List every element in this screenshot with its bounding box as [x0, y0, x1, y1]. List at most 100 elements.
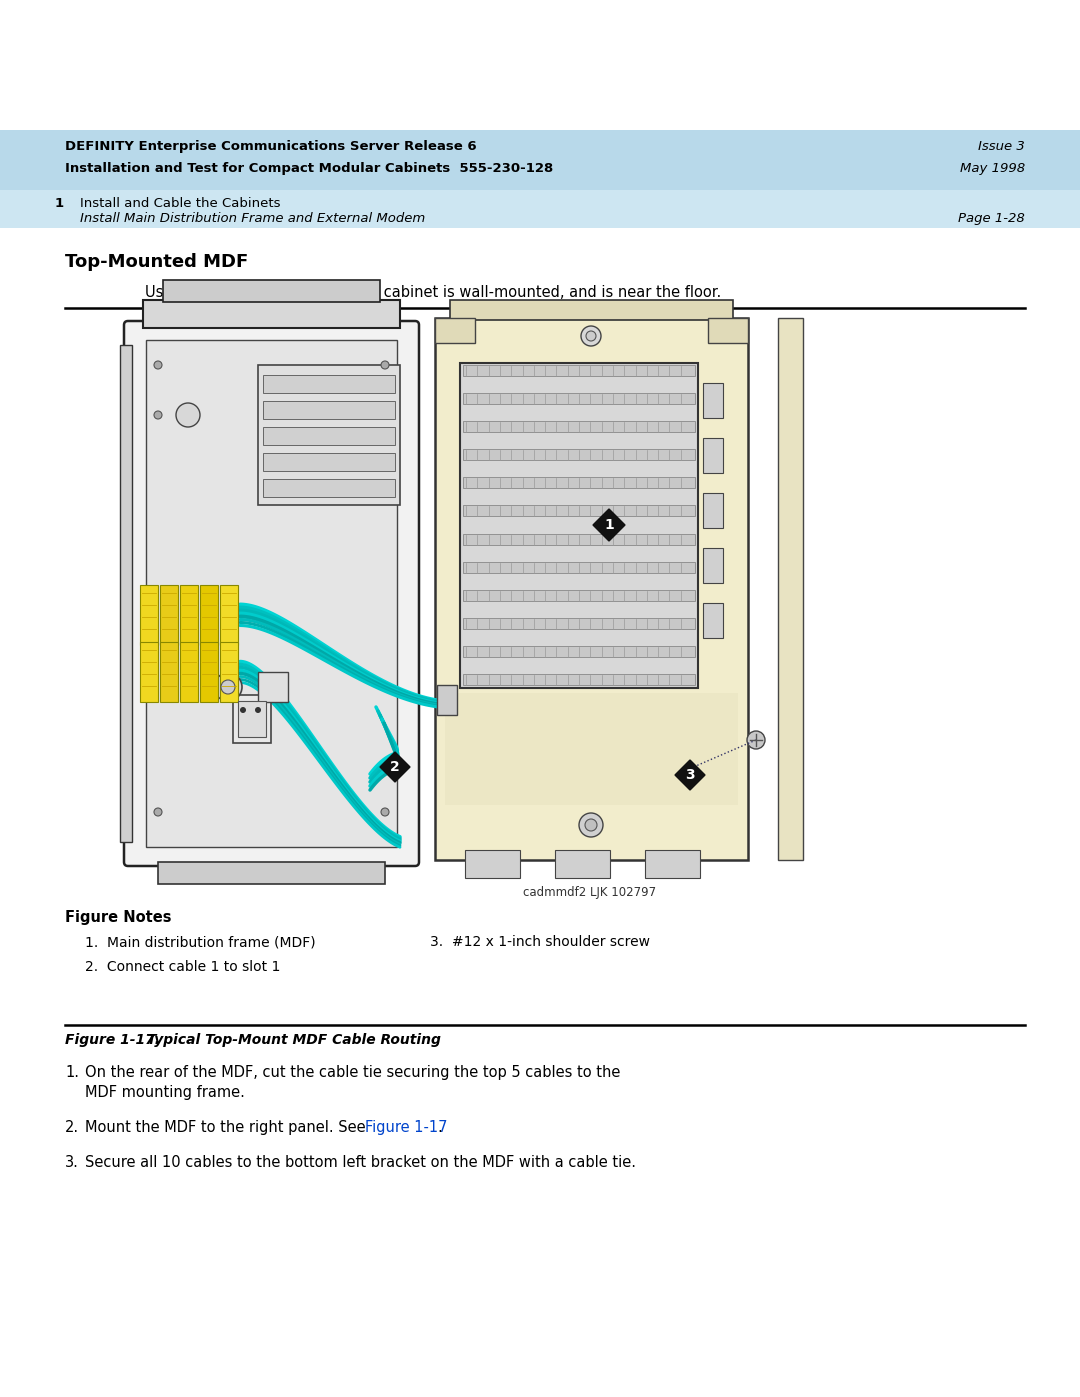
Text: Mount the MDF to the right panel. See: Mount the MDF to the right panel. See [85, 1120, 370, 1134]
Circle shape [747, 731, 765, 749]
Bar [180, 585, 198, 645]
Text: 3.: 3. [65, 1155, 79, 1171]
Bar [703, 548, 723, 583]
Circle shape [585, 819, 597, 831]
Text: DEFINITY Enterprise Communications Server Release 6: DEFINITY Enterprise Communications Serve… [65, 140, 476, 154]
Text: Figure Notes: Figure Notes [65, 909, 172, 925]
Bar [463, 393, 696, 404]
Bar [645, 849, 700, 877]
Bar [264, 427, 395, 446]
Bar [463, 590, 696, 601]
Text: cadmmdf2 LJK 102797: cadmmdf2 LJK 102797 [524, 886, 657, 900]
Text: Install and Cable the Cabinets: Install and Cable the Cabinets [80, 197, 281, 210]
Bar [163, 279, 380, 302]
Text: 1: 1 [55, 197, 64, 210]
Polygon shape [593, 509, 625, 541]
Bar [463, 420, 696, 432]
Bar [140, 585, 158, 645]
Circle shape [579, 813, 603, 837]
Bar [0, 190, 1080, 228]
Circle shape [381, 360, 389, 369]
Bar [220, 585, 238, 645]
Polygon shape [380, 752, 410, 782]
Bar [463, 450, 696, 460]
Circle shape [154, 360, 162, 369]
Bar [463, 673, 696, 685]
Bar [158, 862, 384, 884]
Bar [463, 645, 696, 657]
Bar [238, 701, 266, 738]
Polygon shape [675, 760, 705, 789]
Bar [703, 439, 723, 474]
Circle shape [381, 807, 389, 816]
Text: 1.: 1. [65, 1065, 79, 1080]
Text: On the rear of the MDF, cut the cable tie securing the top 5 cables to the: On the rear of the MDF, cut the cable ti… [85, 1065, 620, 1080]
Bar [463, 506, 696, 517]
Bar [703, 493, 723, 528]
Text: Top-Mounted MDF: Top-Mounted MDF [65, 253, 248, 271]
Text: Install Main Distribution Frame and External Modem: Install Main Distribution Frame and Exte… [80, 212, 426, 225]
Text: 1: 1 [604, 518, 613, 532]
Text: May 1998: May 1998 [960, 162, 1025, 175]
Bar [264, 374, 395, 393]
Text: 2: 2 [390, 760, 400, 774]
Bar [778, 319, 804, 861]
Bar [233, 694, 271, 743]
Bar [200, 643, 218, 703]
Text: Issue 3: Issue 3 [978, 140, 1025, 154]
Text: Figure 1-17.: Figure 1-17. [65, 1032, 160, 1046]
Text: 1.  Main distribution frame (MDF): 1. Main distribution frame (MDF) [85, 935, 315, 949]
Circle shape [255, 707, 261, 712]
Bar [450, 300, 733, 320]
Text: Figure 1-17: Figure 1-17 [365, 1120, 447, 1134]
Bar [463, 562, 696, 573]
Circle shape [586, 331, 596, 341]
Circle shape [176, 402, 200, 427]
Bar [264, 479, 395, 497]
Bar [143, 300, 400, 328]
Circle shape [581, 326, 600, 346]
Bar [200, 585, 218, 645]
Text: Typical Top-Mount MDF Cable Routing: Typical Top-Mount MDF Cable Routing [147, 1032, 441, 1046]
Bar [258, 672, 288, 703]
Bar [463, 617, 696, 629]
Bar [180, 643, 198, 703]
Text: 3.  #12 x 1-inch shoulder screw: 3. #12 x 1-inch shoulder screw [430, 935, 650, 949]
Bar [140, 643, 158, 703]
Circle shape [221, 680, 235, 694]
Text: MDF mounting frame.: MDF mounting frame. [85, 1085, 245, 1099]
Bar [264, 401, 395, 419]
Bar [445, 693, 738, 805]
Text: .: . [437, 1120, 442, 1134]
Bar [258, 365, 400, 504]
Bar [160, 643, 178, 703]
Bar [435, 319, 475, 344]
Circle shape [214, 673, 242, 701]
Text: Use this configuration when the cabinet is wall-mounted, and is near the floor.: Use this configuration when the cabinet … [145, 285, 721, 300]
Bar [463, 478, 696, 489]
Bar [555, 849, 610, 877]
Bar [146, 339, 397, 847]
Bar [220, 643, 238, 703]
Bar [708, 319, 748, 344]
Circle shape [154, 807, 162, 816]
Circle shape [240, 707, 246, 712]
Bar [437, 685, 457, 715]
Text: Secure all 10 cables to the bottom left bracket on the MDF with a cable tie.: Secure all 10 cables to the bottom left … [85, 1155, 636, 1171]
Text: 2.: 2. [65, 1120, 79, 1134]
Text: 3: 3 [685, 768, 694, 782]
Bar [703, 604, 723, 638]
FancyBboxPatch shape [124, 321, 419, 866]
Bar [465, 849, 519, 877]
Bar [435, 319, 748, 861]
Bar [264, 453, 395, 471]
Text: 2.  Connect cable 1 to slot 1: 2. Connect cable 1 to slot 1 [85, 960, 281, 974]
Bar [460, 363, 698, 687]
Bar [463, 365, 696, 376]
Bar [160, 585, 178, 645]
Text: Page 1-28: Page 1-28 [958, 212, 1025, 225]
Text: Installation and Test for Compact Modular Cabinets  555-230-128: Installation and Test for Compact Modula… [65, 162, 553, 175]
Bar [0, 130, 1080, 190]
Bar [120, 345, 132, 842]
Circle shape [154, 411, 162, 419]
